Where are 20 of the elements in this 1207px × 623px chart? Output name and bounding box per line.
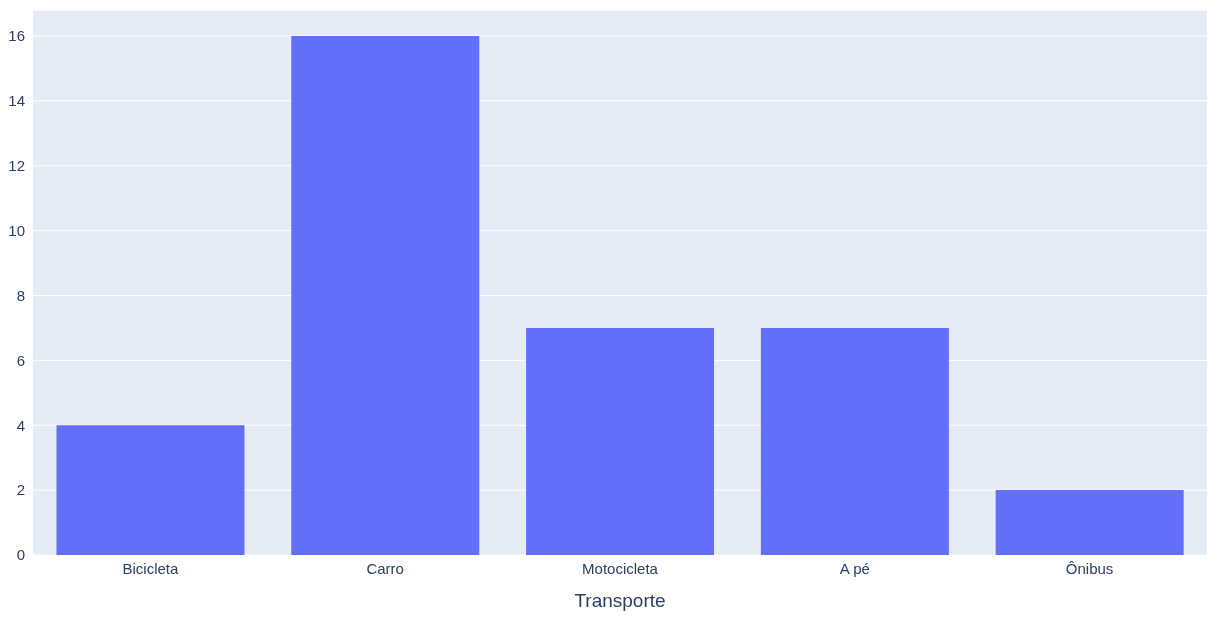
bar	[526, 327, 715, 555]
bar	[291, 35, 480, 555]
x-tick-label: Ônibus	[1065, 559, 1114, 577]
y-tick-label: 10	[8, 221, 25, 239]
y-tick-label: 4	[16, 416, 25, 434]
x-tick-label: Bicicleta	[122, 559, 179, 577]
y-tick-label: 0	[16, 546, 25, 564]
x-axis-title: Transporte	[574, 590, 666, 611]
y-tick-label: 2	[16, 481, 25, 499]
bar	[760, 327, 949, 555]
y-tick-label: 16	[8, 27, 25, 45]
y-tick-label: 12	[8, 157, 25, 175]
x-tick-label: A pé	[839, 559, 870, 577]
x-tick-label: Motocicleta	[582, 559, 659, 577]
x-tick-label: Carro	[366, 559, 404, 577]
y-tick-label: 6	[16, 351, 25, 369]
bar	[995, 490, 1184, 555]
bar	[56, 425, 245, 555]
y-tick-label: 14	[8, 92, 25, 110]
y-tick-label: 8	[16, 286, 25, 304]
